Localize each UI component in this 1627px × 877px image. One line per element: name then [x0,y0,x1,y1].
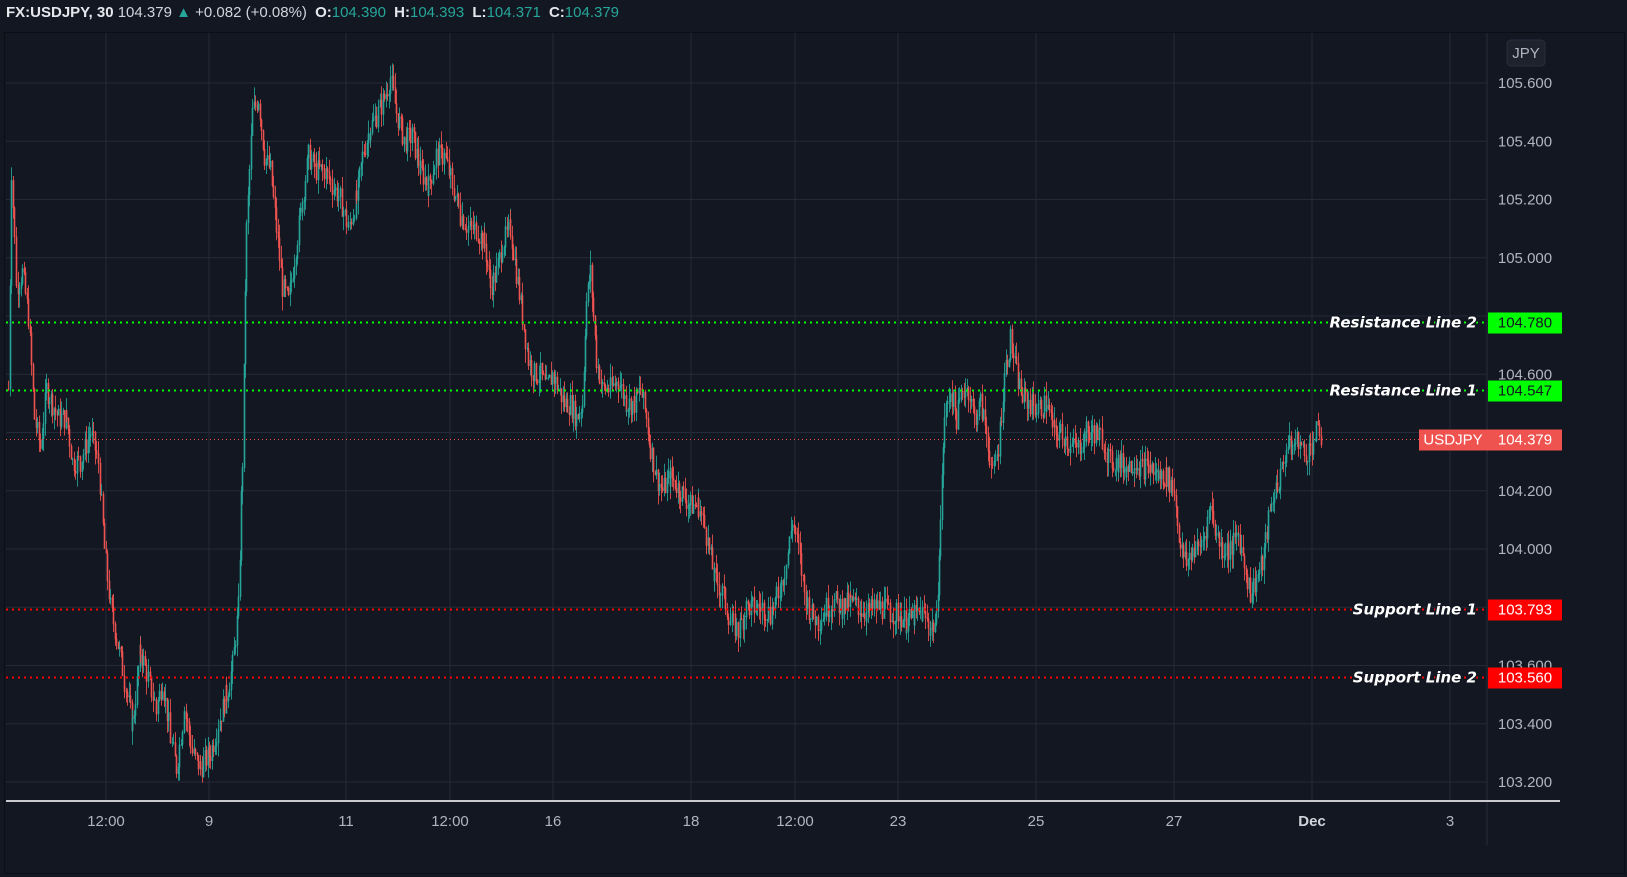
support-line-1[interactable]: Support Line 2 [6,667,1487,688]
high-value: 104.393 [409,4,465,21]
line-value-tag: 103.560 [1498,670,1552,687]
grid [6,33,1560,845]
symbol-label[interactable]: FX:USDJPY, 30 [6,4,114,21]
open-label: O: [315,4,332,21]
price-axis[interactable]: 105.600 105.400 105.200 105.000 104.600 104.2… [1498,75,1552,791]
price-tick: 105.400 [1498,133,1552,150]
time-tick: 11 [338,813,354,830]
line-value-tag: 104.547 [1498,383,1552,400]
line-value-tag: 104.780 [1498,315,1552,332]
candles [7,63,1323,783]
price-tick: 103.400 [1498,716,1552,733]
close-value: 104.379 [564,4,620,21]
chart-header: FX:USDJPY, 30 104.379 ▲ +0.082 (+0.08%) … [6,4,619,26]
currency-button[interactable]: JPY [1506,39,1546,67]
chart-pane[interactable] [4,32,1625,874]
line-label: Resistance Line 1 [1330,382,1477,400]
time-tick: Dec [1298,813,1326,830]
time-tick: 12:00 [776,813,814,830]
resistance-line-1[interactable]: Resistance Line 1 [6,380,1487,401]
time-tick: 9 [205,813,213,830]
price-tick: 104.600 [1498,366,1552,383]
horizontal-lines[interactable]: Resistance Line 2 Resistance Line 1 Suppor… [6,312,1487,688]
price-tick: 105.000 [1498,250,1552,267]
time-tick: 3 [1446,813,1454,830]
time-tick: 23 [890,813,907,830]
price-tags: 104.780 104.547 103.793 103.560 USDJPY 104.37… [1419,312,1562,689]
price-tick: 105.200 [1498,192,1552,209]
price-tick: 103.200 [1498,774,1552,791]
currency-label[interactable]: JPY [1512,45,1540,62]
close-label: C: [548,4,565,21]
low-label: L: [472,4,487,21]
change-value: +0.082 (+0.08%) [195,4,307,21]
time-tick: 18 [683,813,700,830]
price-tick: 104.000 [1498,541,1552,558]
time-tick: 12:00 [87,813,125,830]
price-tick: 105.600 [1498,75,1552,92]
last-price-tag: 104.379 [1498,432,1552,449]
symbol-tag: USDJPY [1423,432,1482,449]
price-tick: 104.200 [1498,483,1552,500]
time-tick: 12:00 [431,813,469,830]
time-tick: 25 [1028,813,1045,830]
line-label: Support Line 2 [1353,669,1477,687]
time-tick: 27 [1166,813,1183,830]
line-label: Resistance Line 2 [1330,314,1477,332]
line-label: Support Line 1 [1353,601,1477,619]
resistance-line-2[interactable]: Resistance Line 2 [6,312,1487,333]
low-value: 104.371 [486,4,541,21]
up-arrow-icon: ▲ [176,4,191,21]
line-value-tag: 103.793 [1498,602,1552,619]
time-axis[interactable]: 12:00 9 11 12:00 16 18 12:00 23 25 27 Dec 3 [87,813,1454,830]
last-price: 104.379 [117,4,172,21]
open-value: 104.390 [331,4,386,21]
high-label: H: [394,4,410,21]
time-tick: 16 [545,813,562,830]
support-line-2[interactable]: Support Line 1 [6,599,1487,620]
